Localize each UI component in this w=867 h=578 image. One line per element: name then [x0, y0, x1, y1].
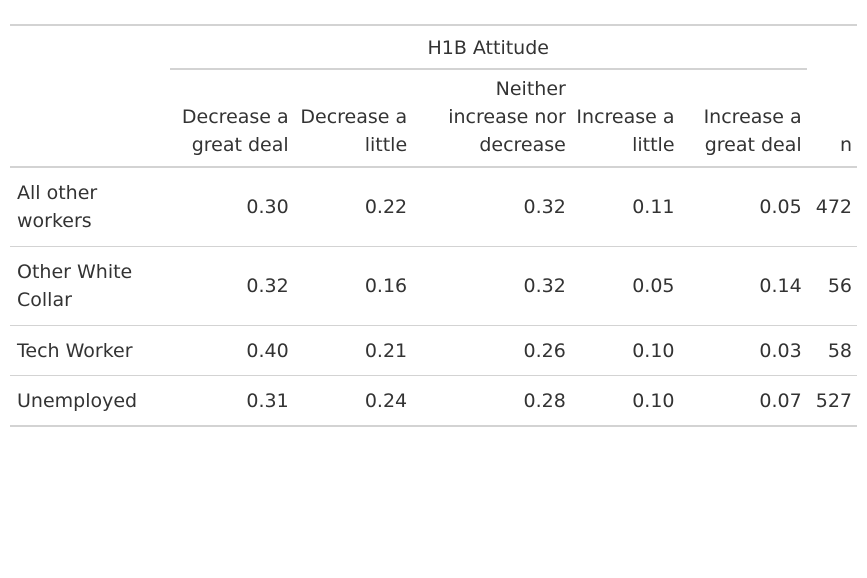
column-header-n: n	[807, 70, 857, 167]
cell-value: 0.21	[294, 326, 412, 376]
cell-value: 0.32	[412, 167, 571, 247]
cell-value: 0.07	[680, 376, 807, 427]
cell-value: 0.32	[412, 247, 571, 326]
table-row: All other workers 0.30 0.22 0.32 0.11 0.…	[10, 167, 857, 247]
cell-value: 0.24	[294, 376, 412, 427]
cell-value: 0.31	[170, 376, 294, 427]
cell-value: 0.30	[170, 167, 294, 247]
row-label: Tech Worker	[10, 326, 170, 376]
table-row: Tech Worker 0.40 0.21 0.26 0.10 0.03 58	[10, 326, 857, 376]
column-header-decrease-great-deal: Decrease a great deal	[170, 70, 294, 167]
cell-value: 0.10	[571, 376, 680, 427]
cell-n: 527	[807, 376, 857, 427]
cell-value: 0.05	[680, 167, 807, 247]
cell-value: 0.28	[412, 376, 571, 427]
spanner-label: H1B Attitude	[170, 34, 807, 70]
column-header-increase-great-deal: Increase a great deal	[680, 70, 807, 167]
column-header-row: Decrease a great deal Decrease a little …	[10, 70, 857, 167]
table-row: Unemployed 0.31 0.24 0.28 0.10 0.07 527	[10, 376, 857, 427]
spanner-row: H1B Attitude	[10, 25, 857, 70]
stub-header	[10, 70, 170, 167]
cell-value: 0.03	[680, 326, 807, 376]
column-header-decrease-little: Decrease a little	[294, 70, 412, 167]
spanner-empty-stub	[10, 25, 170, 70]
cell-n: 58	[807, 326, 857, 376]
cell-value: 0.10	[571, 326, 680, 376]
cell-value: 0.32	[170, 247, 294, 326]
row-label: Other White Collar	[10, 247, 170, 326]
cell-value: 0.14	[680, 247, 807, 326]
cell-value: 0.16	[294, 247, 412, 326]
cell-value: 0.05	[571, 247, 680, 326]
cell-value: 0.26	[412, 326, 571, 376]
cell-n: 56	[807, 247, 857, 326]
h1b-attitude-table: H1B Attitude Decrease a great deal Decre…	[10, 24, 857, 427]
cell-value: 0.11	[571, 167, 680, 247]
cell-value: 0.40	[170, 326, 294, 376]
column-header-neither: Neither increase nor decrease	[412, 70, 571, 167]
column-header-increase-little: Increase a little	[571, 70, 680, 167]
row-label: Unemployed	[10, 376, 170, 427]
spanner-empty-n	[807, 25, 857, 70]
table-row: Other White Collar 0.32 0.16 0.32 0.05 0…	[10, 247, 857, 326]
cell-value: 0.22	[294, 167, 412, 247]
cell-n: 472	[807, 167, 857, 247]
spanner-header: H1B Attitude	[170, 25, 807, 70]
row-label: All other workers	[10, 167, 170, 247]
